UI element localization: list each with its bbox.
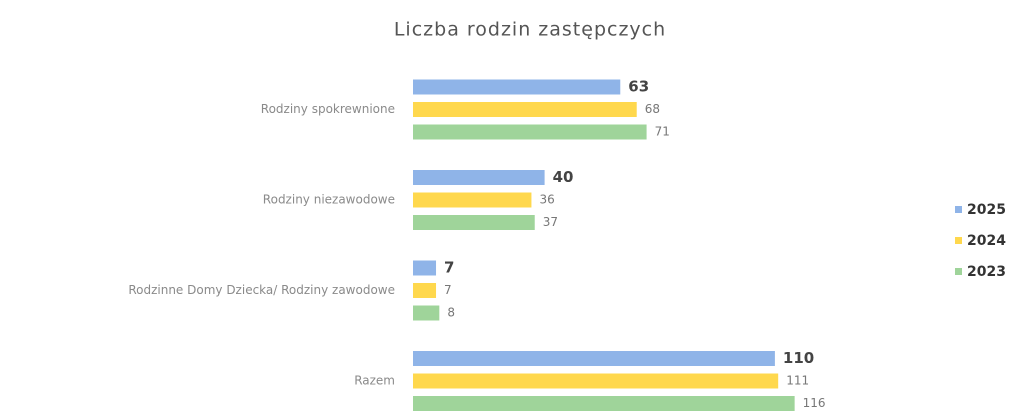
- legend-swatch: [955, 237, 962, 244]
- category-label: Razem: [354, 374, 395, 388]
- legend-swatch: [955, 268, 962, 275]
- bar: [413, 305, 440, 321]
- legend-label: 2024: [967, 233, 1006, 249]
- value-label: 40: [553, 168, 574, 186]
- category-label: Rodziny spokrewnione: [261, 102, 395, 116]
- bar: [413, 79, 621, 95]
- bar: [413, 260, 437, 276]
- legend-label: 2025: [967, 202, 1006, 218]
- chart-title: Liczba rodzin zastępczych: [394, 19, 666, 41]
- value-label: 111: [786, 374, 809, 388]
- value-label: 8: [447, 306, 455, 320]
- bar: [413, 373, 779, 389]
- bar: [413, 351, 775, 366]
- value-label: 110: [783, 349, 814, 367]
- legend-label: 2023: [967, 264, 1006, 280]
- category-label: Rodziny niezawodowe: [263, 193, 395, 207]
- value-label: 68: [645, 102, 660, 116]
- legend-swatch: [955, 206, 962, 213]
- bar: [413, 102, 637, 117]
- value-label: 36: [539, 193, 554, 207]
- bar: [413, 170, 545, 185]
- bar: [413, 124, 647, 140]
- bar: [413, 215, 535, 230]
- value-label: 37: [543, 215, 558, 229]
- value-label: 63: [628, 78, 649, 96]
- bar: [413, 396, 795, 411]
- value-label: 7: [444, 283, 452, 297]
- bar: [413, 192, 532, 208]
- value-label: 116: [803, 396, 826, 410]
- value-label: 71: [655, 125, 670, 139]
- bar: [413, 283, 437, 298]
- value-label: 7: [444, 259, 454, 277]
- category-label: Rodzinne Domy Dziecka/ Rodziny zawodowe: [128, 283, 395, 297]
